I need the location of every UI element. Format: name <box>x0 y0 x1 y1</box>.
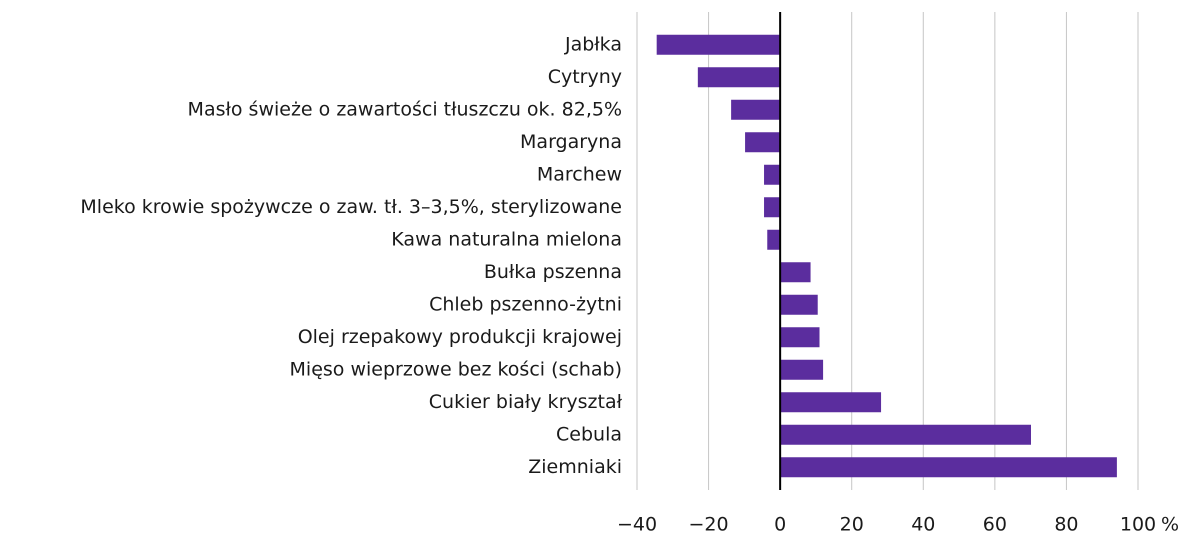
x-tick-label: 20 <box>840 514 864 536</box>
x-tick-label: 60 <box>983 514 1007 536</box>
bar <box>731 99 781 120</box>
x-unit: % <box>1161 514 1179 536</box>
bar <box>780 294 818 315</box>
y-tick-label: Margaryna <box>520 131 622 153</box>
y-tick-label: Cytryny <box>548 66 622 88</box>
y-tick-label: Mięso wieprzowe bez kości (schab) <box>290 358 622 380</box>
x-tick-label: −20 <box>689 514 729 536</box>
bar <box>697 67 781 88</box>
y-tick-label: Chleb pszenno-żytni <box>429 293 622 315</box>
bar <box>780 359 824 380</box>
y-tick-label: Cebula <box>556 423 622 445</box>
y-tick-label: Masło świeże o zawartości tłuszczu ok. 8… <box>188 98 622 120</box>
bar <box>780 327 820 348</box>
x-tick-label: 100 <box>1120 514 1156 536</box>
x-tick-label: −40 <box>617 514 657 536</box>
x-tick-label: 0 <box>774 514 786 536</box>
y-tick-label: Kawa naturalna mielona <box>391 228 622 250</box>
y-tick-label: Cukier biały kryształ <box>429 391 623 413</box>
bar <box>780 392 882 413</box>
bar <box>767 229 781 250</box>
bar <box>780 457 1117 478</box>
y-tick-label: Ziemniaki <box>528 456 622 478</box>
x-tick-label: 80 <box>1054 514 1078 536</box>
y-tick-label: Marchew <box>537 163 622 185</box>
y-tick-label: Mleko krowie spożywcze o zaw. tł. 3–3,5%… <box>80 196 622 218</box>
bar <box>780 262 811 283</box>
bar <box>764 164 781 185</box>
bar <box>764 197 781 218</box>
y-tick-label: Bułka pszenna <box>484 261 622 283</box>
bar <box>745 132 781 153</box>
y-tick-label: Olej rzepakowy produkcji krajowej <box>298 326 622 348</box>
y-tick-label: Jabłka <box>564 33 622 55</box>
x-tick-label: 40 <box>911 514 935 536</box>
bar <box>780 424 1032 445</box>
bar <box>656 34 781 55</box>
